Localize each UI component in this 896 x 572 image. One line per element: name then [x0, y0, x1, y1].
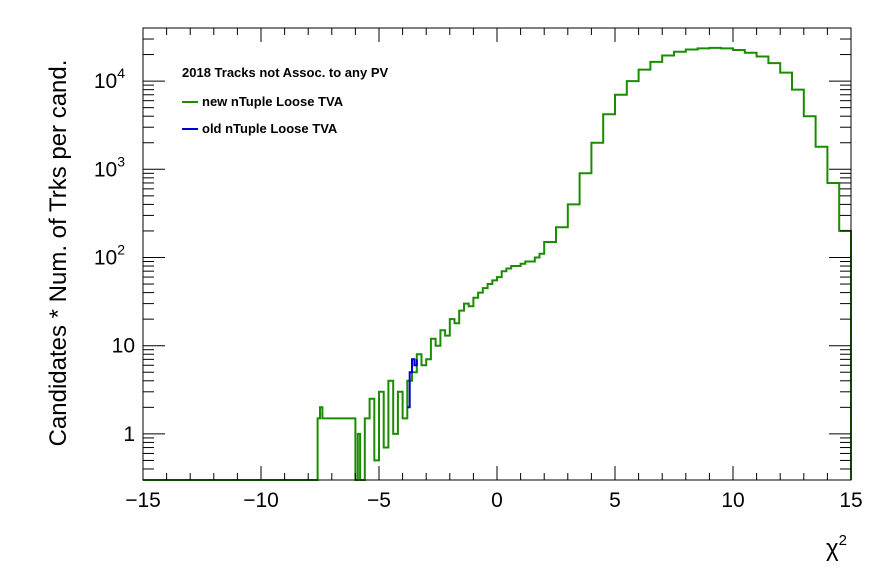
y-tick-label: 1 — [123, 423, 135, 446]
y-axis-title: Candidates * Num. of Trks per cand. — [45, 60, 72, 447]
series-line-new — [143, 46, 852, 481]
y-tick-label: 103 — [94, 153, 125, 181]
tick-labels: −15 −10 −5 0 5 10 15 1 10 102 103 104 — [94, 65, 863, 512]
x-tick-label: 0 — [491, 489, 503, 512]
plot-lines — [143, 46, 852, 481]
x-tick-label: −15 — [125, 489, 161, 512]
series-line-old — [407, 358, 418, 409]
y-tick-label: 102 — [94, 241, 125, 269]
legend: 2018 Tracks not Assoc. to any PV new nTu… — [182, 65, 388, 136]
x-axis-title: χ2 — [826, 532, 847, 562]
y-tick-label: 104 — [94, 65, 125, 93]
y-tick-label: 10 — [112, 335, 135, 358]
legend-title: 2018 Tracks not Assoc. to any PV — [182, 65, 388, 80]
x-tick-label: 15 — [839, 489, 862, 512]
x-tick-label: −5 — [367, 489, 391, 512]
axis-ticks — [142, 27, 852, 481]
legend-label-new: new nTuple Loose TVA — [202, 94, 344, 109]
legend-label-old: old nTuple Loose TVA — [202, 121, 338, 136]
x-axis-title-superscript: 2 — [839, 532, 847, 549]
x-tick-label: 5 — [609, 489, 621, 512]
x-tick-label: 10 — [721, 489, 744, 512]
x-axis-title-base: χ — [826, 535, 839, 562]
x-tick-label: −10 — [243, 489, 279, 512]
